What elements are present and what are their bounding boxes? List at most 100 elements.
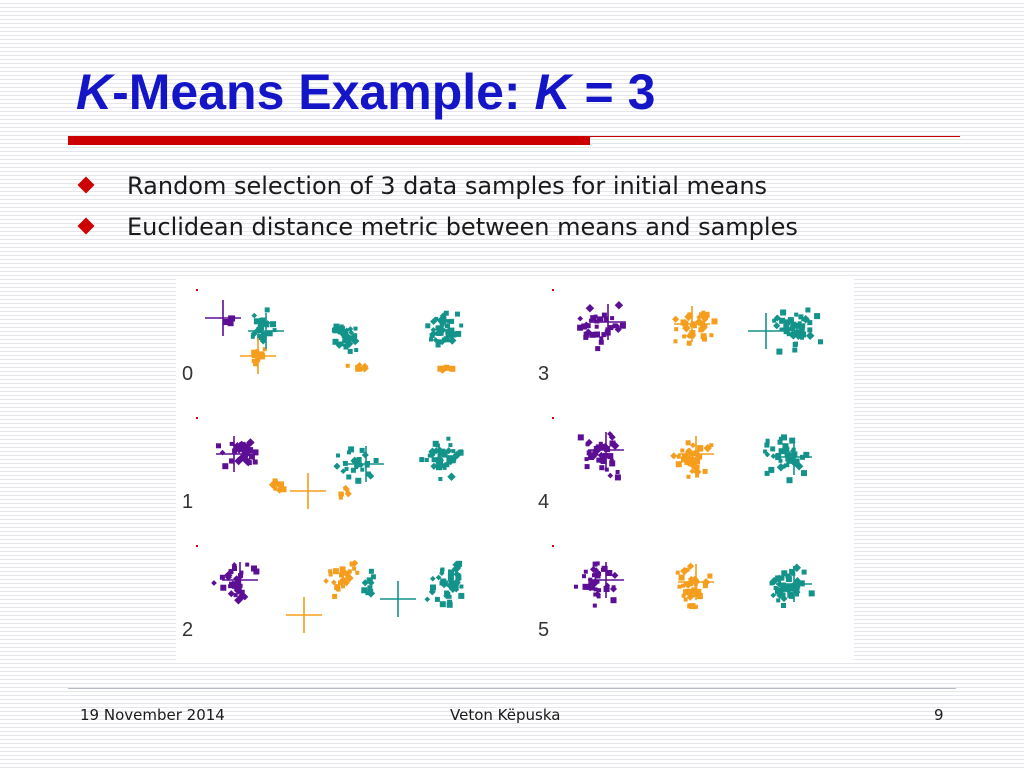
sample-point	[793, 462, 798, 467]
sample-point	[428, 447, 437, 457]
title-k-italic: K	[76, 64, 113, 120]
sample-point	[591, 580, 597, 586]
sample-point	[702, 468, 708, 474]
title-tail: = 3	[570, 64, 656, 120]
sample-point	[603, 316, 609, 322]
sample-point	[228, 584, 233, 589]
sample-point	[690, 442, 696, 449]
sample-point	[780, 309, 787, 316]
sample-point	[787, 317, 794, 324]
sample-point	[455, 574, 462, 581]
sample-point	[233, 585, 238, 590]
sample-point	[272, 478, 278, 484]
sample-point	[353, 326, 358, 331]
sample-point	[232, 566, 237, 571]
sample-point	[783, 329, 789, 335]
sample-point	[437, 330, 443, 336]
sample-point	[781, 570, 788, 577]
sample-point	[681, 583, 686, 588]
title-k-italic-2: K	[534, 64, 571, 120]
sample-point	[778, 458, 783, 463]
sample-point	[781, 603, 786, 608]
sample-point	[785, 576, 792, 583]
sample-point	[340, 468, 347, 475]
sample-point	[333, 462, 341, 470]
sample-point	[355, 366, 361, 372]
sample-point	[599, 443, 606, 450]
sample-point	[277, 481, 284, 488]
sample-point	[258, 323, 264, 330]
sample-point	[574, 584, 578, 589]
sample-point	[590, 315, 597, 322]
sample-point	[682, 334, 687, 339]
sample-point	[359, 447, 365, 453]
sample-point	[239, 570, 244, 575]
footer-divider	[68, 688, 956, 689]
sample-point	[601, 332, 607, 338]
corner-dot	[196, 417, 198, 419]
sample-point	[453, 570, 461, 578]
sample-point	[598, 339, 604, 345]
iteration-label: 3	[538, 363, 549, 385]
sample-point	[439, 601, 446, 608]
sample-point	[338, 580, 343, 586]
sample-point	[231, 562, 238, 568]
sample-point	[447, 336, 457, 345]
sample-point	[611, 571, 619, 579]
sample-point	[370, 574, 376, 580]
sample-point	[439, 321, 445, 327]
sample-point	[695, 466, 700, 471]
sample-point	[807, 327, 813, 333]
sample-point	[458, 592, 465, 599]
sample-point	[795, 586, 800, 591]
sample-point	[597, 588, 602, 593]
sample-point	[808, 590, 815, 597]
sample-point	[788, 592, 795, 599]
sample-point	[794, 312, 799, 317]
sample-point	[703, 311, 710, 318]
sample-point	[434, 316, 439, 321]
sample-point	[683, 589, 689, 596]
sample-point	[784, 319, 791, 326]
sample-point	[763, 449, 768, 454]
sample-point	[593, 587, 598, 592]
sample-point	[248, 453, 255, 460]
sample-point	[805, 307, 811, 313]
sample-point	[443, 310, 449, 316]
sample-point	[247, 447, 254, 454]
sample-point	[685, 440, 691, 446]
sample-point	[239, 589, 245, 595]
sample-point	[584, 457, 589, 462]
sample-point	[430, 462, 438, 470]
sample-point	[599, 453, 606, 460]
sample-point	[688, 577, 694, 583]
sample-point	[682, 323, 691, 333]
sample-point	[229, 581, 233, 586]
sample-point	[228, 569, 234, 575]
sample-point	[446, 601, 453, 608]
sample-point	[581, 323, 588, 330]
sample-point	[592, 603, 597, 608]
sample-point	[445, 332, 452, 339]
sample-point	[678, 574, 685, 581]
sample-point	[347, 450, 351, 455]
sample-point	[582, 574, 586, 579]
sample-point	[211, 580, 217, 586]
sample-point	[595, 346, 601, 352]
sample-point	[457, 449, 464, 456]
sample-point	[615, 470, 620, 474]
sample-point	[343, 343, 348, 348]
sample-point	[794, 341, 798, 346]
iteration-label: 2	[182, 619, 193, 641]
sample-point	[780, 592, 786, 598]
sample-point	[336, 453, 340, 458]
sample-point	[614, 301, 624, 310]
sample-point	[431, 457, 437, 463]
sample-point	[219, 574, 225, 580]
sample-point	[691, 587, 698, 594]
sample-point	[270, 321, 276, 328]
sample-point	[373, 458, 379, 463]
sample-point	[596, 594, 601, 599]
sample-point	[439, 312, 447, 320]
sample-point	[783, 323, 790, 330]
